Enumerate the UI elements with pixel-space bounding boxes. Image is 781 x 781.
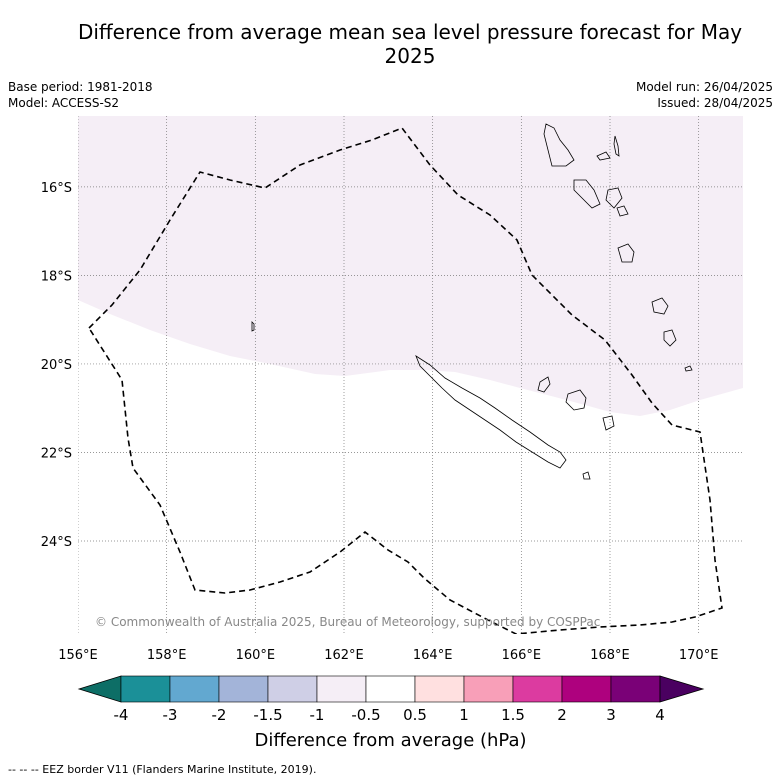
island-ambae	[596, 151, 611, 161]
page-title: Difference from average mean sea level p…	[77, 20, 743, 68]
colorbar-tick-label: 2	[557, 706, 567, 724]
axis-labels: 156°E 158°E 160°E 162°E 164°E 166°E 168°E 170°E…	[41, 181, 719, 663]
lon-tick-label: 160°E	[236, 648, 276, 663]
model-run: Model run: 26/04/2025	[635, 80, 773, 94]
colorbar-tick-label: 4	[655, 706, 665, 724]
island-grande-terre	[415, 354, 567, 469]
lon-tick-label: 156°E	[58, 648, 98, 663]
colorbar-segment	[561, 675, 612, 703]
lon-tick-label: 158°E	[147, 648, 187, 663]
eez-border	[87, 127, 723, 634]
colorbar-segment	[316, 675, 367, 703]
colorbar-segment	[414, 675, 465, 703]
lon-tick-label: 168°E	[590, 648, 630, 663]
colorbar-tick-label: 3	[606, 706, 616, 724]
issued-date: Issued: 28/04/2025	[657, 96, 773, 110]
gridlines	[78, 116, 743, 634]
island-ouvea	[537, 376, 551, 393]
footnote: -- -- -- EEZ border V11 (Flanders Marine…	[8, 763, 317, 776]
island-chesterfield	[251, 321, 255, 332]
colorbar-tick-label: 1.5	[501, 706, 525, 724]
anomaly-fill-region	[78, 116, 743, 416]
colorbar-segment	[120, 675, 171, 703]
coastlines	[251, 123, 693, 480]
colorbar-extend-high	[659, 675, 705, 703]
colorbar-segment	[512, 675, 563, 703]
colorbar-segment	[365, 675, 416, 703]
colorbar-tick-label: 0.5	[403, 706, 427, 724]
lat-tick-label: 16°S	[41, 181, 72, 196]
lon-tick-label: 162°E	[324, 648, 364, 663]
map-credit: © Commonwealth of Australia 2025, Bureau…	[95, 615, 600, 629]
island-efate	[617, 243, 635, 263]
colorbar-tick-label: -1	[310, 706, 325, 724]
colorbar-tick-label: -3	[163, 706, 178, 724]
colorbar-segment	[218, 675, 269, 703]
colorbar-extend-low	[77, 675, 122, 703]
island-tanna	[663, 329, 677, 347]
lon-tick-label: 170°E	[679, 648, 719, 663]
meta-left: Base period: 1981-2018 Model: ACCESS-S2	[8, 79, 153, 111]
colorbar-tick-label: -0.5	[351, 706, 380, 724]
colorbar-segment	[267, 675, 318, 703]
map-panel: © Commonwealth of Australia 2025, Bureau…	[78, 116, 743, 634]
island-aneityum	[684, 365, 693, 372]
lon-tick-label: 166°E	[502, 648, 542, 663]
island-maewo	[613, 135, 620, 157]
lat-tick-label: 20°S	[41, 358, 72, 373]
island-isle-of-pines	[582, 471, 591, 480]
colorbar-segment	[610, 675, 661, 703]
island-pentecost	[605, 187, 623, 209]
colorbar-tick-label: -4	[114, 706, 129, 724]
colorbar-tick-label: 1	[459, 706, 469, 724]
colorbar-tick-label: -1.5	[253, 706, 282, 724]
base-period: Base period: 1981-2018	[8, 80, 153, 94]
island-lifou	[565, 389, 587, 411]
colorbar-title: Difference from average (hPa)	[254, 730, 527, 751]
island-espiritu-santo	[543, 123, 575, 167]
lat-tick-label: 22°S	[41, 446, 72, 461]
meta-right: Model run: 26/04/2025 Issued: 28/04/2025	[636, 79, 773, 111]
colorbar-segment	[463, 675, 514, 703]
lon-tick-label: 164°E	[413, 648, 453, 663]
colorbar-tick-label: -2	[212, 706, 227, 724]
lat-tick-label: 18°S	[41, 269, 72, 284]
colorbar-segment	[169, 675, 220, 703]
lat-tick-label: 24°S	[41, 535, 72, 550]
island-erromango	[651, 297, 669, 315]
model-name: Model: ACCESS-S2	[8, 96, 120, 110]
island-mare	[602, 415, 615, 431]
colorbar: -4 -3 -2 -1.5 -1 -0.5 0.5 1 1.5 2 3 4	[77, 675, 705, 724]
island-malakula	[573, 179, 601, 209]
island-epi	[616, 205, 629, 217]
